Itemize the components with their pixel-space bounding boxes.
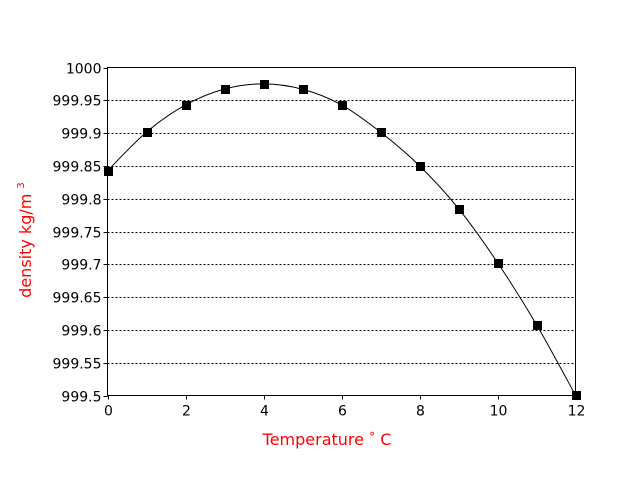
- y-tick-label: 999.55: [53, 357, 102, 373]
- data-point-marker: [494, 259, 503, 268]
- data-point-marker: [416, 162, 425, 171]
- y-tick-label: 999.7: [61, 258, 101, 274]
- x-tick-label: 2: [182, 404, 191, 420]
- x-tick-label: 10: [490, 404, 508, 420]
- y-tick-label: 999.6: [61, 324, 101, 340]
- y-axis: 999.5 999.55 999.6 999.65 999.7 999.75 999.8 99…: [53, 62, 108, 406]
- y-tick-label: 999.95: [53, 94, 102, 110]
- y-tick-label: 999.65: [53, 291, 102, 307]
- degree-symbol: °: [369, 430, 375, 444]
- x-axis-title: Temperature ° C: [262, 426, 392, 449]
- data-point-marker: [260, 80, 269, 89]
- x-axis-title-text: Temperature: [262, 430, 364, 449]
- x-tick-label: 12: [568, 404, 586, 420]
- x-axis-unit: C: [380, 430, 391, 449]
- data-point-marker: [572, 391, 581, 400]
- y-axis-title-text: density kg/m: [16, 194, 35, 298]
- data-point-marker: [377, 128, 386, 137]
- x-tick-label: 4: [260, 404, 269, 420]
- y-tick-label: 1000: [66, 62, 102, 78]
- data-point-marker: [143, 128, 152, 137]
- y-axis-superscript: 3: [16, 182, 27, 188]
- y-axis-title: density kg/m 3: [16, 182, 35, 298]
- x-tick-label: 6: [338, 404, 347, 420]
- y-tick-label: 999.85: [53, 160, 102, 176]
- x-axis: 0 2 4 6 8 10 12: [104, 395, 586, 420]
- gridlines: [107, 100, 576, 364]
- data-markers: [104, 80, 581, 400]
- data-point-marker: [104, 167, 113, 176]
- plot-area-frame: [107, 67, 576, 396]
- data-point-marker: [533, 321, 542, 330]
- density-line: [107, 83, 576, 396]
- y-tick-label: 999.8: [61, 193, 101, 209]
- y-tick-label: 999.75: [53, 226, 102, 242]
- y-tick-label: 999.9: [61, 127, 101, 143]
- data-point-marker: [455, 205, 464, 214]
- x-tick-label: 8: [416, 404, 425, 420]
- data-point-marker: [182, 101, 191, 110]
- y-tick-label: 999.5: [61, 390, 101, 406]
- data-point-marker: [299, 85, 308, 94]
- x-tick-label: 0: [104, 404, 113, 420]
- data-point-marker: [338, 101, 347, 110]
- data-point-marker: [221, 85, 230, 94]
